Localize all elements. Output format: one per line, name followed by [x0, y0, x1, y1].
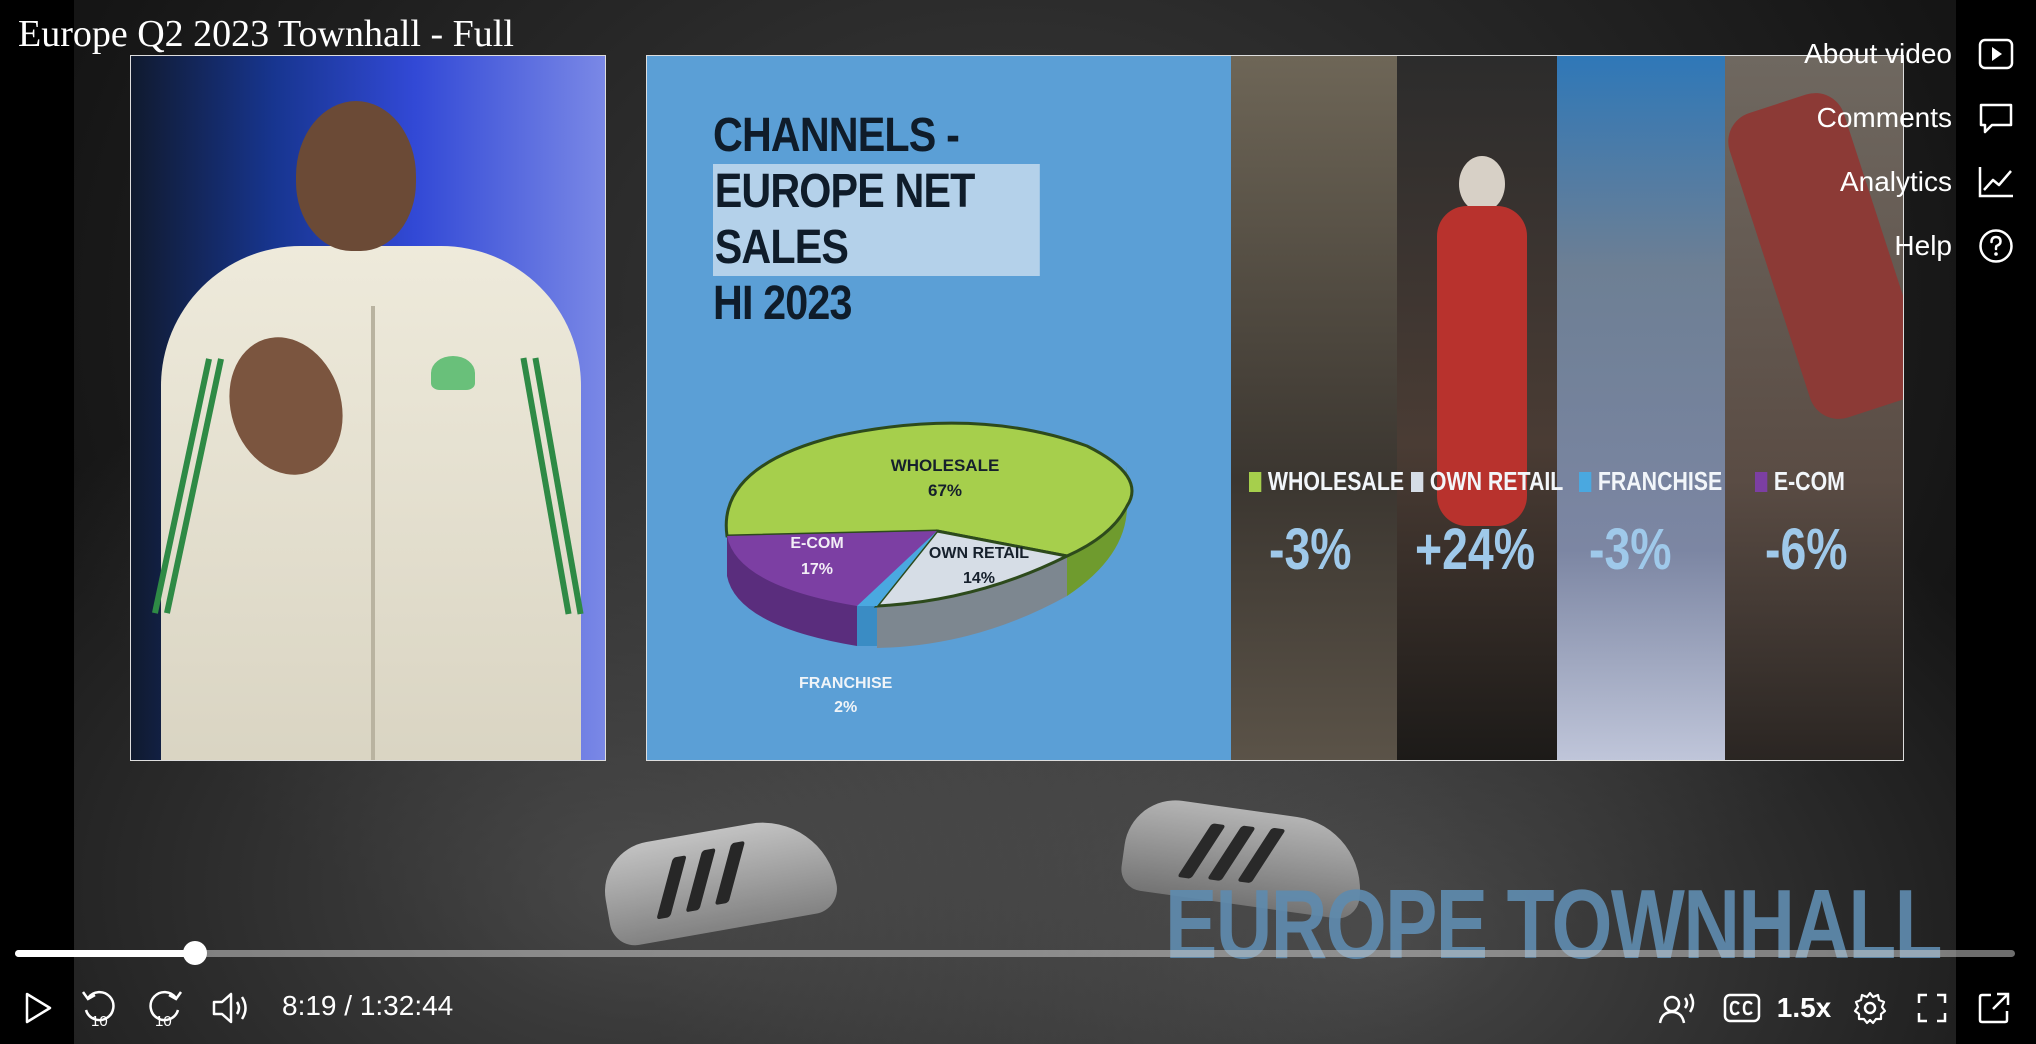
chart-line-icon	[1976, 162, 2016, 202]
change-own-retail: +24%	[1415, 517, 1535, 582]
swatch-franchise	[1579, 471, 1592, 492]
channel-wholesale: WHOLESALE	[1249, 466, 1404, 497]
popout-icon	[1978, 992, 2010, 1024]
fullscreen-button[interactable]	[1910, 980, 1954, 1036]
rewind-10-button[interactable]: 10	[78, 980, 122, 1036]
pie-label-franchise: FRANCHISE 2%	[799, 675, 893, 716]
popout-button[interactable]	[1972, 980, 2016, 1036]
svg-text:10: 10	[155, 1013, 172, 1030]
pie-label-ecom: E-COM	[790, 535, 843, 552]
svg-text:17%: 17%	[801, 561, 833, 578]
svg-text:67%: 67%	[928, 481, 962, 500]
slide-panel: CHANNELS - EUROPE NET SALES HI 2023 WHOL…	[646, 55, 1904, 761]
side-menu: About video Comments Analytics Help	[1804, 22, 2016, 278]
side-item-comments[interactable]: Comments	[1804, 86, 2016, 150]
pie-slice-ecom	[727, 531, 937, 606]
townhall-watermark: EUROPE TOWNHALL	[1165, 869, 1943, 979]
captions-button[interactable]	[1720, 980, 1764, 1036]
channel-own-retail: OWN RETAIL	[1411, 466, 1563, 497]
forward-10-icon: 10	[149, 990, 183, 1030]
channel-ecom: E-COM	[1755, 466, 1845, 497]
progress-fill	[15, 950, 195, 957]
progress-thumb[interactable]	[183, 941, 207, 965]
sales-pie-chart: WHOLESALE 67% E-COM 17% OWN RETAIL 14%	[724, 421, 1134, 648]
trefoil-logo	[431, 356, 475, 390]
play-icon	[25, 992, 52, 1024]
side-item-help[interactable]: Help	[1804, 214, 2016, 278]
play-box-icon	[1976, 34, 2016, 74]
side-item-about-video[interactable]: About video	[1804, 22, 2016, 86]
swatch-own-retail	[1411, 471, 1424, 492]
play-button[interactable]	[18, 980, 58, 1036]
comment-icon	[1976, 98, 2016, 138]
help-circle-icon	[1976, 226, 2016, 266]
settings-gear-icon	[1853, 991, 1887, 1025]
progress-bar[interactable]	[15, 941, 2015, 965]
player-controls: 10 10 1.5x	[0, 980, 2036, 1036]
store-photo	[1231, 56, 1397, 760]
change-wholesale: -3%	[1269, 517, 1352, 582]
swatch-wholesale	[1249, 471, 1262, 492]
channel-franchise: FRANCHISE	[1579, 466, 1722, 497]
speaker-head	[296, 101, 416, 251]
settings-button[interactable]	[1848, 980, 1892, 1036]
svg-text:14%: 14%	[963, 570, 995, 587]
forward-10-button[interactable]: 10	[142, 980, 186, 1036]
speaker-video-panel	[130, 55, 606, 761]
pie-label-wholesale: WHOLESALE	[891, 456, 1000, 475]
time-display: 8:19 / 1:32:44	[282, 990, 454, 1021]
fullscreen-icon	[1917, 993, 1947, 1023]
captions-icon	[1723, 993, 1761, 1023]
mannequin	[1437, 206, 1527, 526]
volume-button[interactable]	[208, 980, 254, 1036]
slide-title: CHANNELS - EUROPE NET SALES HI 2023	[713, 108, 1040, 332]
change-franchise: -3%	[1589, 517, 1672, 582]
audio-description-button[interactable]	[1656, 980, 1700, 1036]
pie-slice-own-retail	[873, 529, 1072, 608]
video-title: Europe Q2 2023 Townhall - Full	[18, 13, 514, 55]
playback-speed-button[interactable]: 1.5x	[1774, 980, 1834, 1036]
pie-slice-wholesale	[724, 421, 1134, 558]
pie-label-own-retail: OWN RETAIL	[929, 545, 1029, 562]
rewind-10-icon: 10	[81, 990, 115, 1030]
change-ecom: -6%	[1765, 517, 1848, 582]
svg-text:10: 10	[91, 1013, 108, 1030]
volume-icon	[212, 992, 247, 1024]
store-photo	[1557, 56, 1725, 760]
side-item-analytics[interactable]: Analytics	[1804, 150, 2016, 214]
background-sneaker	[597, 810, 841, 950]
playback-speed-label: 1.5x	[1776, 992, 1832, 1023]
swatch-ecom	[1755, 471, 1768, 492]
audio-description-icon	[1658, 993, 1695, 1024]
